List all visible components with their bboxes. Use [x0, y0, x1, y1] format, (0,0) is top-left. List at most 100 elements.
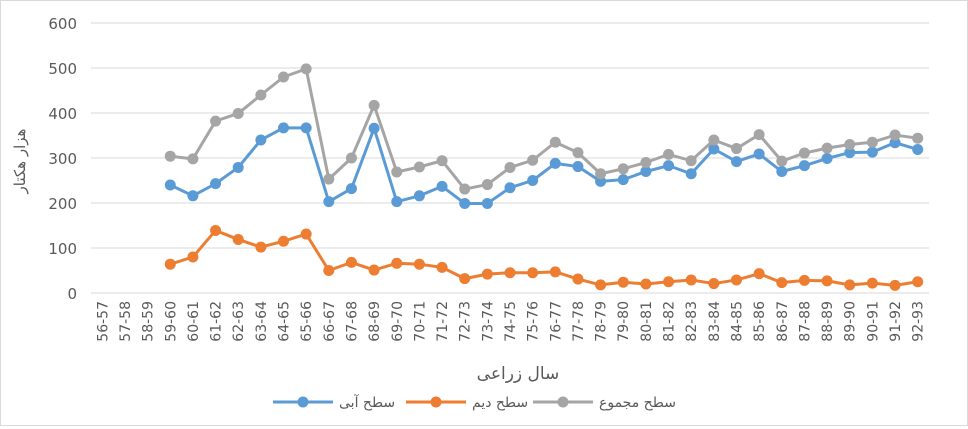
data-point [323, 265, 335, 276]
data-point [210, 178, 222, 190]
x-axis-label: سال زراعی [477, 364, 560, 384]
data-point [617, 174, 629, 186]
x-tick-label: 86-87 [775, 301, 791, 342]
series-group [164, 63, 924, 291]
data-point [753, 148, 765, 160]
x-tick-label: 59-60 [163, 301, 179, 342]
series-line [169, 126, 919, 205]
data-point [572, 147, 584, 159]
x-tick-label: 70-71 [412, 301, 428, 342]
data-point [866, 136, 878, 148]
data-point [413, 190, 425, 202]
data-point [255, 134, 267, 146]
data-point [798, 274, 810, 286]
data-point [481, 268, 493, 280]
legend-item: سطح دیم [406, 395, 528, 411]
data-point [278, 122, 290, 134]
data-point [866, 146, 878, 158]
series-line [170, 67, 918, 191]
legend-item: سطح آبی [273, 394, 395, 411]
data-point [164, 150, 176, 162]
data-point [368, 264, 380, 276]
x-tick-label: 80-81 [639, 301, 655, 342]
data-point [595, 279, 607, 291]
data-point [210, 115, 222, 127]
data-point [255, 89, 267, 101]
data-point [912, 132, 924, 144]
data-point [436, 155, 448, 167]
x-tick-label: 90-91 [865, 301, 881, 342]
y-tick-label: 0 [67, 285, 77, 303]
data-point [912, 276, 924, 288]
y-tick-label: 600 [48, 15, 77, 33]
data-point [323, 196, 335, 208]
data-point [549, 157, 561, 169]
data-point [617, 163, 629, 175]
x-tick-label: 63-64 [254, 301, 270, 342]
data-point [753, 129, 765, 141]
data-point [210, 224, 222, 236]
data-point [459, 273, 471, 285]
data-point [187, 153, 199, 165]
y-tick-label: 300 [48, 150, 77, 168]
data-point [889, 279, 901, 291]
y-tick-label: 100 [48, 240, 77, 258]
data-point [708, 134, 720, 146]
data-point [232, 107, 244, 119]
series-3 [164, 63, 924, 195]
data-point [345, 152, 357, 164]
x-tick-label: 61-62 [209, 301, 225, 342]
x-tick-label: 73-74 [480, 301, 496, 342]
x-tick-label: 68-69 [367, 301, 383, 342]
data-point [889, 129, 901, 141]
data-point [232, 233, 244, 245]
x-tick-label: 69-70 [390, 301, 406, 342]
data-point [481, 197, 493, 209]
data-point [391, 257, 403, 269]
data-point [278, 235, 290, 247]
data-point [368, 122, 380, 134]
data-point [663, 160, 675, 172]
data-point [300, 228, 312, 240]
x-tick-label: 88-89 [820, 301, 836, 342]
data-point [368, 99, 380, 111]
data-point [572, 161, 584, 173]
gridlines [91, 22, 929, 294]
data-point [504, 267, 516, 279]
data-point [776, 166, 788, 177]
data-point [640, 157, 652, 168]
y-tick-label: 400 [48, 105, 77, 123]
x-tick-label: 89-90 [843, 301, 859, 342]
data-point [640, 166, 652, 177]
data-point [504, 182, 516, 194]
data-point [889, 137, 901, 149]
x-tick-label: 83-84 [707, 301, 723, 342]
data-point [255, 241, 267, 253]
data-point [685, 168, 697, 180]
legend-marker [297, 396, 309, 408]
x-tick-label: 60-61 [186, 301, 202, 342]
data-point [459, 183, 471, 195]
y-tick-label: 500 [48, 60, 77, 78]
data-point [300, 63, 312, 75]
data-point [504, 161, 516, 173]
data-point [708, 143, 720, 155]
data-point [617, 276, 629, 288]
x-tick-label: 57-58 [118, 301, 134, 342]
x-tick-label: 74-75 [503, 301, 519, 342]
data-point [663, 148, 675, 160]
data-point [912, 143, 924, 155]
x-tick-label: 65-66 [299, 301, 315, 342]
data-point [391, 196, 403, 208]
data-point [753, 268, 765, 280]
series-2 [164, 224, 924, 291]
data-point [278, 71, 290, 83]
data-point [164, 258, 176, 270]
data-point [345, 256, 357, 268]
data-point [663, 276, 675, 288]
x-tick-label: 85-86 [752, 301, 768, 342]
data-point [708, 278, 720, 290]
legend: سطح آبی سطح دیم سطح مجموع [273, 394, 676, 411]
